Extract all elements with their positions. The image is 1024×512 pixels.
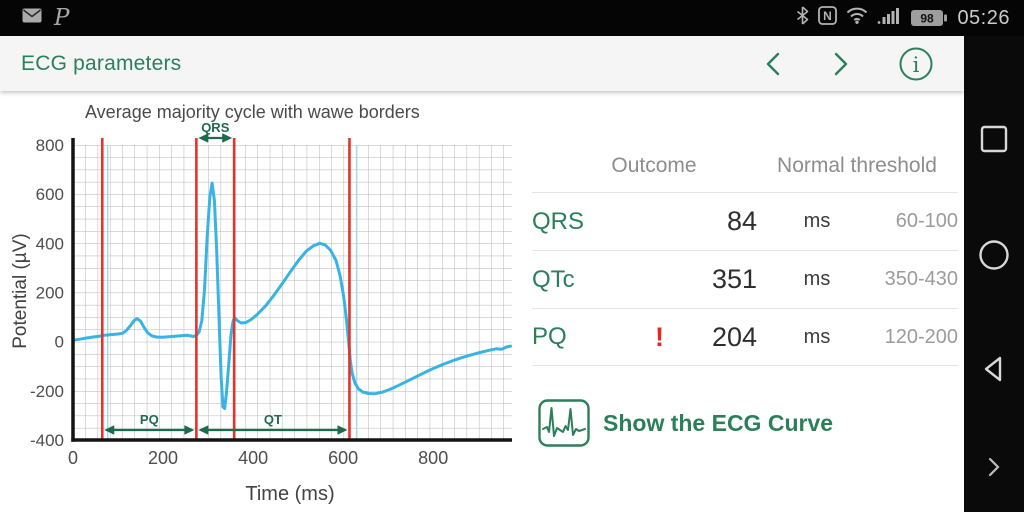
clock-text: 05:26 [957, 6, 1010, 29]
svg-text:400: 400 [36, 234, 64, 253]
bluetooth-icon [796, 6, 809, 30]
results-table: Outcome Normal threshold QRS ! 84 ms 60-… [532, 142, 958, 366]
home-icon [979, 240, 1009, 270]
battery-icon: 98 [910, 9, 948, 27]
app-bar: ECG parameters i [0, 36, 964, 91]
page-title: ECG parameters [21, 51, 182, 75]
status-bar: P N 98 05:26 [0, 0, 1024, 36]
param-label: QTc [532, 265, 575, 293]
svg-text:800: 800 [36, 136, 64, 155]
back-button[interactable] [981, 355, 1007, 386]
param-value: 84 [726, 206, 757, 236]
info-icon: i [899, 47, 933, 80]
nfc-icon: N [818, 6, 838, 30]
param-unit: ms [803, 325, 831, 348]
x-axis-label: Time (ms) [245, 483, 335, 505]
chevron-right-icon [834, 52, 848, 75]
svg-text:200: 200 [36, 284, 64, 303]
param-label: QRS [532, 207, 585, 235]
svg-text:i: i [913, 53, 920, 77]
hide-panel-icon [988, 457, 1000, 477]
svg-text:600: 600 [328, 448, 358, 468]
mail-icon [22, 8, 42, 28]
table-row-qtc: QTc ! 351 ms 350-430 [532, 250, 958, 308]
svg-text:98: 98 [921, 12, 935, 26]
column-header-threshold: Normal threshold [777, 154, 937, 177]
back-icon [984, 356, 1002, 382]
param-label: PQ [532, 323, 567, 350]
param-value: 204 [711, 321, 757, 352]
svg-text:800: 800 [418, 448, 448, 468]
recents-icon [980, 125, 1008, 153]
chart-grid [73, 145, 512, 440]
show-ecg-curve-button[interactable]: Show the ECG Curve [538, 399, 833, 447]
recents-button[interactable] [979, 124, 1009, 157]
svg-text:PQ: PQ [140, 412, 159, 427]
column-header-outcome: Outcome [611, 154, 697, 177]
paypal-icon: P [54, 4, 70, 31]
home-button[interactable] [978, 239, 1010, 274]
svg-text:QRS: QRS [201, 120, 230, 135]
normal-range: 350-430 [884, 268, 958, 290]
android-nav-bar [964, 36, 1024, 512]
svg-text:600: 600 [36, 185, 64, 204]
chevron-left-icon [766, 52, 780, 75]
svg-text:-200: -200 [30, 382, 64, 401]
param-unit: ms [803, 210, 831, 232]
next-arrow-button[interactable] [830, 50, 852, 78]
show-ecg-curve-label: Show the ECG Curve [603, 409, 834, 436]
previous-arrow-button[interactable] [762, 50, 784, 78]
table-header: Outcome Normal threshold [532, 142, 958, 192]
normal-range: 60-100 [895, 210, 958, 232]
svg-text:0: 0 [68, 448, 78, 468]
svg-text:0: 0 [55, 333, 64, 352]
hide-panel-button[interactable] [986, 456, 1002, 481]
warning-icon: ! [655, 321, 664, 352]
param-unit: ms [803, 268, 831, 290]
svg-text:400: 400 [238, 448, 268, 468]
svg-text:-400: -400 [30, 431, 64, 450]
info-button[interactable]: i [898, 46, 934, 82]
param-value: 351 [711, 264, 757, 294]
wifi-icon [846, 7, 868, 29]
svg-text:200: 200 [148, 448, 178, 468]
signal-icon [877, 7, 901, 29]
table-row-pq: PQ ! 204 ms 120-200 [532, 308, 958, 366]
normal-range: 120-200 [884, 325, 958, 348]
svg-text:N: N [824, 9, 833, 23]
chart-title: Average majority cycle with wawe borders [85, 102, 420, 122]
table-row-qrs: QRS ! 84 ms 60-100 [532, 192, 958, 250]
ecg-waveform-icon [538, 399, 590, 447]
svg-text:QT: QT [264, 412, 282, 427]
